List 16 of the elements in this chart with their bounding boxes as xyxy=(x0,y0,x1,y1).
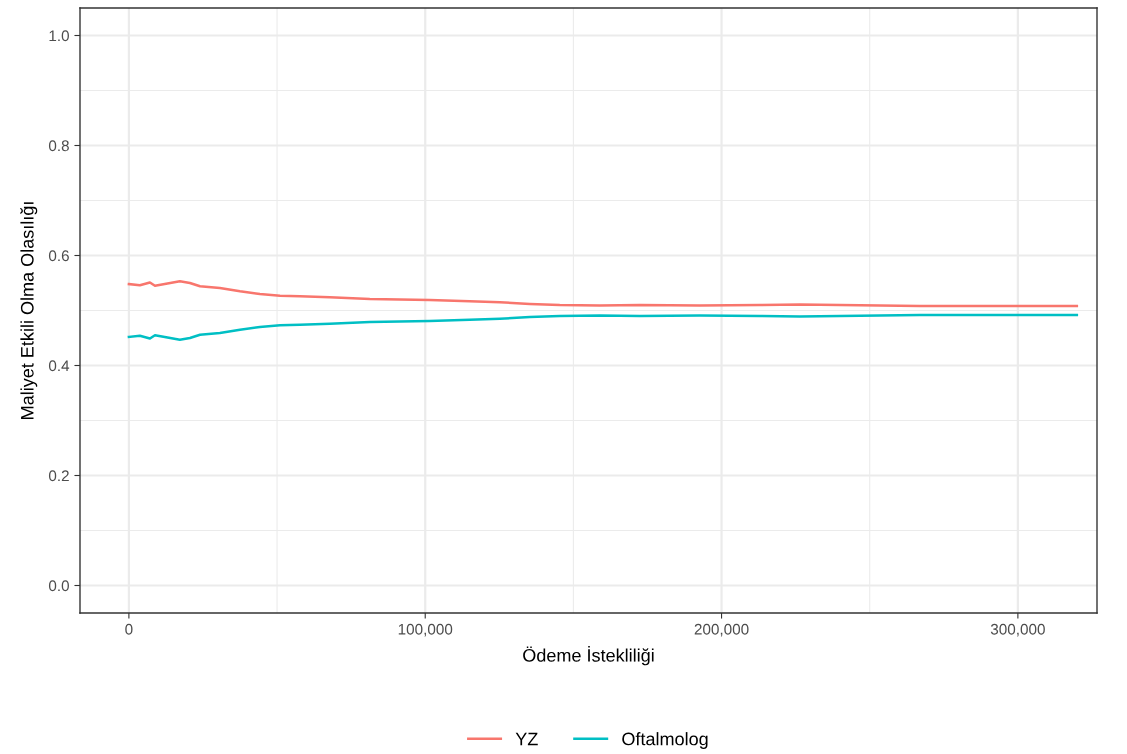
y-tick-label: 1.0 xyxy=(49,30,69,42)
y-tick-label: 0.8 xyxy=(48,140,69,152)
x-tick-label: 300,000 xyxy=(990,623,1045,637)
x-axis-title: Ödeme İstekliliği xyxy=(523,645,654,666)
x-tick-label: 100,000 xyxy=(398,623,453,637)
x-tick-label: 200,000 xyxy=(694,623,749,637)
y-axis-title: Maliyet Etkili Olma Olasılığı xyxy=(20,202,38,419)
line-series xyxy=(127,280,1079,308)
y-tick-label: 0.2 xyxy=(48,470,69,482)
y-tick-label: 0.6 xyxy=(48,250,69,262)
legend-label: Oftalmolog xyxy=(622,732,708,749)
line-series xyxy=(127,313,1079,341)
y-tick-label: 0.0 xyxy=(48,580,69,592)
legend-label: YZ xyxy=(515,732,538,746)
y-tick-label: 0.4 xyxy=(48,360,70,372)
x-tick-label: 0 xyxy=(125,623,133,635)
